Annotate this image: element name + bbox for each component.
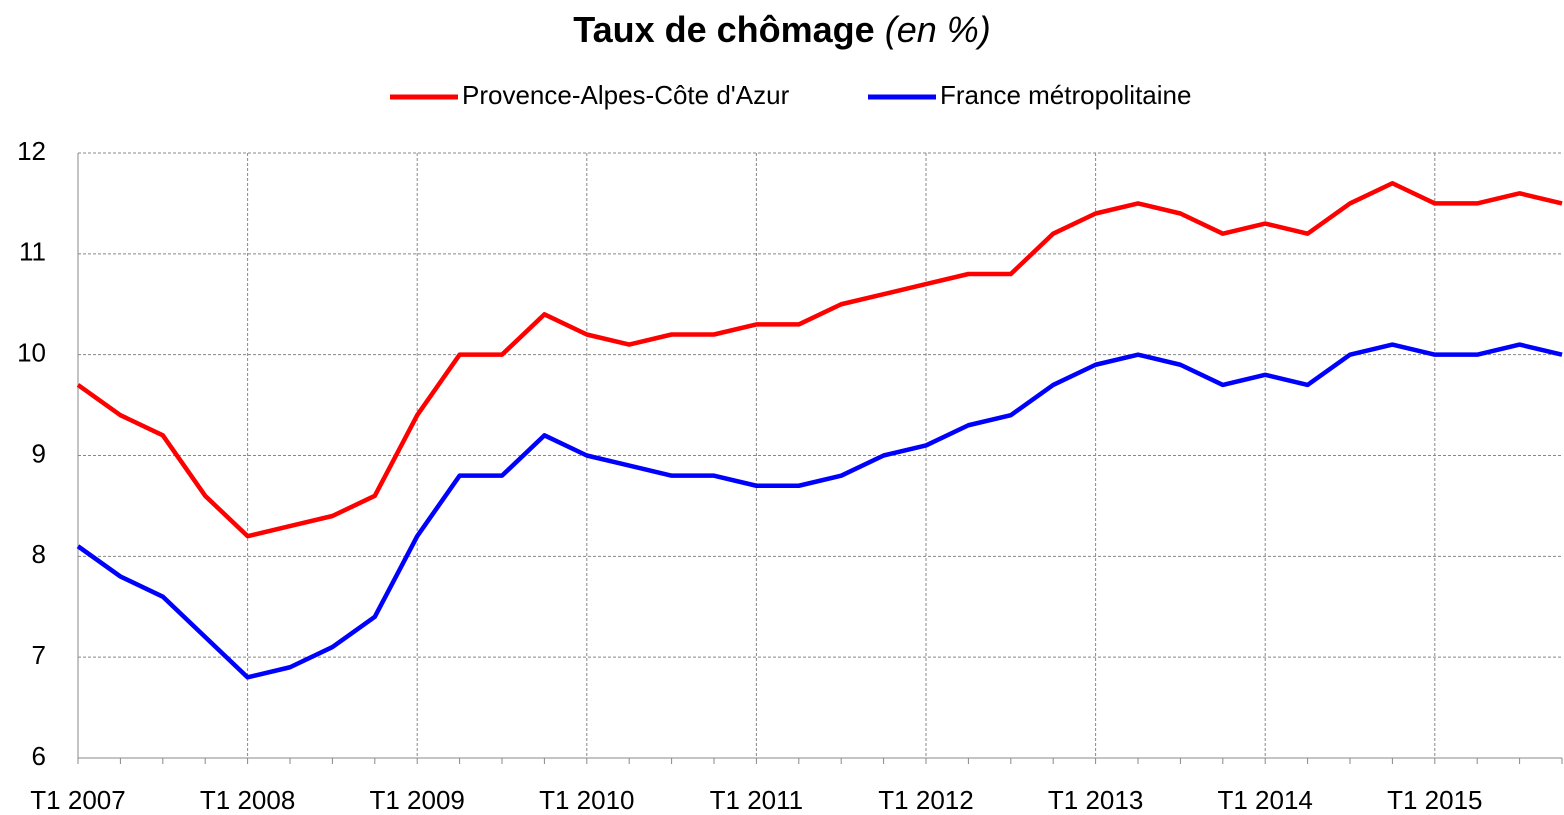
x-tick-label: T1 2015 (1387, 785, 1482, 815)
title: Taux de chômage (573, 9, 874, 50)
y-tick-label: 10 (17, 338, 46, 368)
y-tick-label: 12 (17, 136, 46, 166)
x-tick-label: T1 2009 (369, 785, 464, 815)
y-tick-label: 7 (32, 640, 46, 670)
legend-label: France métropolitaine (940, 80, 1191, 110)
line-series (76, 342, 1563, 680)
x-tick-label: T1 2007 (30, 785, 125, 815)
x-tick-label: T1 2014 (1217, 785, 1312, 815)
x-tick-label: T1 2012 (878, 785, 973, 815)
x-tick-label: T1 2008 (200, 785, 295, 815)
line-series (76, 181, 1563, 539)
legend-label: Provence-Alpes-Côte d'Azur (462, 80, 790, 110)
x-tick-label: T1 2010 (539, 785, 634, 815)
y-tick-label: 8 (32, 539, 46, 569)
x-tick-label: T1 2013 (1048, 785, 1143, 815)
y-tick-label: 9 (32, 438, 46, 468)
y-tick-label: 11 (19, 237, 46, 267)
subtitle: (en %) (885, 9, 991, 50)
y-tick-label: 6 (32, 741, 46, 771)
x-tick-label: T1 2011 (710, 785, 803, 815)
chart-title: Taux de chômage (en %) (573, 9, 990, 50)
